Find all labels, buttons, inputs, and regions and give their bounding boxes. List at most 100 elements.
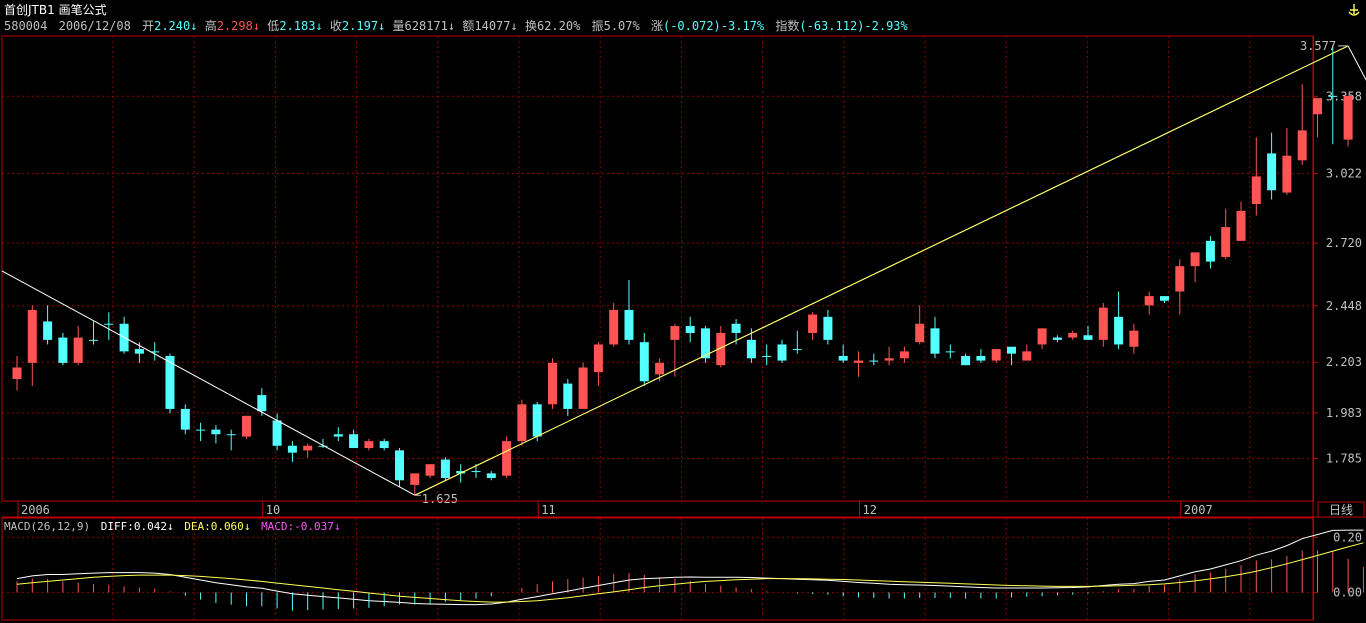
candle-body-down <box>639 342 649 382</box>
macd-header: MACD(26,12,9) DIFF:0.042↓ DEA:0.060↓ MAC… <box>4 520 341 533</box>
candle-body-up <box>1022 351 1032 361</box>
candle-body-up <box>242 415 251 437</box>
candle-body-down <box>961 355 971 366</box>
candle-body-up <box>410 473 420 485</box>
candle-body-down <box>731 323 741 333</box>
candle-body-down <box>395 450 404 481</box>
period-button[interactable] <box>1317 501 1365 518</box>
candle-body-down <box>1160 296 1169 301</box>
candle-body-down <box>211 429 221 435</box>
candle-body-up <box>548 362 557 405</box>
candle-body-down <box>134 349 144 354</box>
candle-body-down <box>486 473 496 478</box>
anchor-icon[interactable] <box>1348 4 1360 16</box>
candle-body-down <box>226 434 236 436</box>
date-axis: 2006 10 11 12 2007 <box>17 501 1213 517</box>
candle-body-down <box>471 471 481 473</box>
candle-body-down <box>869 360 879 362</box>
candle-body-down <box>165 355 175 409</box>
trend-line <box>1 270 416 496</box>
macd-lines <box>16 529 1364 606</box>
security-title: 首创JTB1 画笔公式 <box>4 2 107 17</box>
candle-body-down <box>838 355 848 361</box>
candle-body-up <box>1313 98 1322 115</box>
candle-body-down <box>349 434 359 449</box>
candle-body-down <box>1114 316 1124 345</box>
candle-body-down <box>196 429 206 431</box>
candle-body-up <box>1190 252 1200 267</box>
candle-body-down <box>762 355 772 357</box>
candle-body-up <box>1098 307 1108 340</box>
y-tick-label: 2.448 <box>1326 299 1362 313</box>
candle-body-up <box>73 337 83 363</box>
candle-body-up <box>517 404 527 442</box>
candle-body-up <box>593 344 603 373</box>
x-tick-label: 10 <box>266 503 280 517</box>
macd-y-axis: 0.20 0.00 <box>1313 530 1362 599</box>
x-tick-label: 11 <box>541 503 555 517</box>
candle-body-up <box>1175 266 1185 292</box>
candle-body-down <box>58 337 68 363</box>
chart-header: 首创JTB1 画笔公式 580004 2006/12/08 开2.240↓ 高2… <box>4 2 909 33</box>
candle-body-down <box>701 328 710 359</box>
candle-body-up <box>854 360 863 363</box>
candle-body-down <box>43 321 53 340</box>
svg-text:MACD(26,12,9) DIFF:0.042: MACD(26,12,9) DIFF:0.042↓ DEA:0.060↓ MAC… <box>4 520 341 533</box>
x-tick-label: 2007 <box>1184 503 1213 517</box>
x-tick-label: 2006 <box>21 503 50 517</box>
candle-body-up <box>915 323 925 343</box>
candle-body-up <box>1297 130 1307 161</box>
candle-body-down <box>1205 240 1215 262</box>
candle-body-up <box>991 349 1001 361</box>
candle-body-up <box>609 309 619 345</box>
candle-body-up <box>670 326 680 340</box>
macd-grid <box>2 518 1313 620</box>
y-tick-label: 1.983 <box>1326 406 1362 420</box>
candle-body-down <box>89 339 98 341</box>
candle-body-down <box>257 395 267 412</box>
candle-body-down <box>532 404 542 437</box>
candle-body-up <box>1129 330 1139 347</box>
candle-body-up <box>578 367 588 409</box>
candle-body-up <box>12 367 22 379</box>
y-tick-label: 2.720 <box>1326 236 1362 250</box>
candle-body-up <box>425 464 435 476</box>
y-tick-label: 1.785 <box>1326 451 1362 465</box>
candle-body-down <box>1083 335 1093 340</box>
candle-body-down <box>180 408 190 430</box>
y-tick-label: 3.022 <box>1326 167 1362 181</box>
candle-body-down <box>287 445 297 453</box>
y-tick-label: 2.203 <box>1326 355 1362 369</box>
macd-histogram <box>16 550 1364 611</box>
candle-body-down <box>1052 337 1062 340</box>
candle-body-down <box>624 309 634 340</box>
y-tick-label: 0.00 <box>1333 585 1362 599</box>
trend-lines <box>1 45 1366 496</box>
candle-body-up <box>716 332 726 366</box>
candle-body-down <box>318 445 328 447</box>
candle-body-up <box>1236 210 1246 241</box>
candle-body-down <box>272 420 282 446</box>
candle-body-down <box>1007 346 1016 354</box>
candle-body-up <box>364 441 374 449</box>
candle-body-down <box>1328 95 1338 97</box>
y-tick-label: 0.20 <box>1333 530 1362 544</box>
candle-body-down <box>792 349 802 351</box>
candle-body-down <box>685 326 695 333</box>
candle-body-down <box>930 328 940 354</box>
candle-body-up <box>808 314 818 333</box>
candle-body-up <box>899 351 909 359</box>
candle-body-down <box>777 344 787 361</box>
candle-body-down <box>440 459 450 478</box>
candle-body-down <box>104 323 114 325</box>
candle-body-up <box>1343 95 1353 140</box>
quote-line: 580004 2006/12/08 开2.240↓ 高2.298↓ 低2.183… <box>4 18 909 33</box>
candle-body-down <box>333 434 343 437</box>
candle-body-down <box>1267 153 1277 191</box>
candle-body-up <box>1068 332 1078 338</box>
candle-body-down <box>150 351 160 353</box>
candle-body-up <box>1221 227 1231 257</box>
candle-body-down <box>563 383 573 409</box>
candle-body-up <box>27 309 37 363</box>
